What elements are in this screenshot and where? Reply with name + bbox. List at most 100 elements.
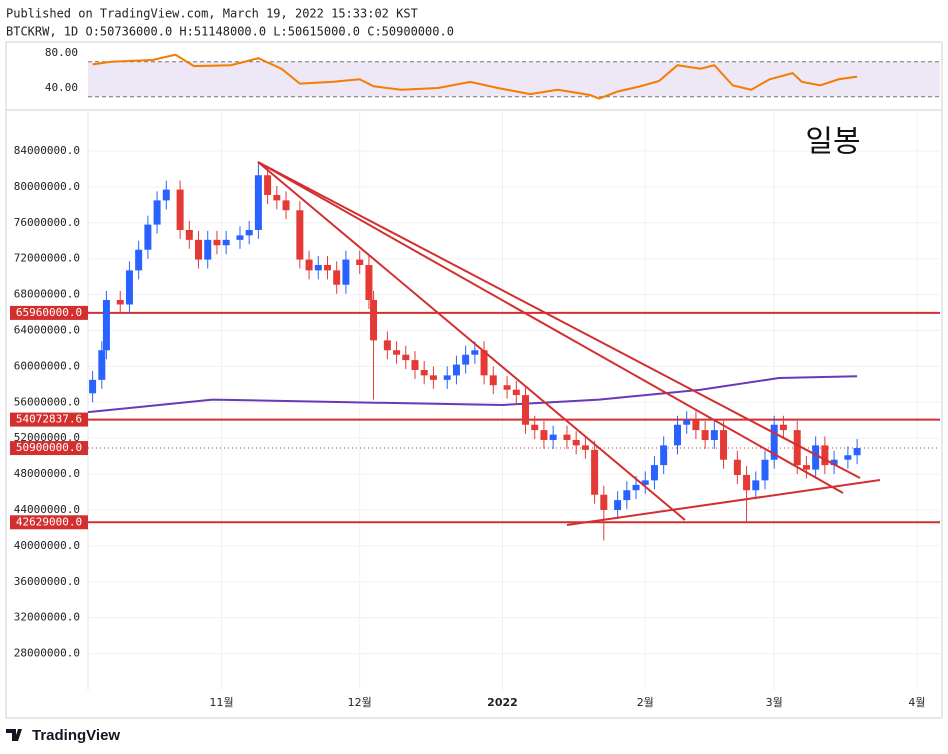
candle-body bbox=[844, 455, 852, 460]
candle-body bbox=[471, 350, 479, 355]
trendlines bbox=[257, 161, 881, 526]
candle-body bbox=[802, 465, 810, 470]
candle-body bbox=[581, 445, 589, 450]
candle-body bbox=[135, 249, 143, 271]
trendline bbox=[257, 161, 844, 494]
level-label-box bbox=[10, 412, 88, 427]
candle-body bbox=[213, 239, 221, 246]
y-tick-label: 36000000.0 bbox=[14, 575, 80, 588]
candle-body bbox=[701, 430, 709, 440]
candle-body bbox=[821, 445, 829, 466]
level-label-box bbox=[10, 305, 88, 320]
moving-average bbox=[87, 375, 858, 414]
candle-body bbox=[314, 264, 322, 271]
candle-body bbox=[356, 259, 364, 265]
candle-body bbox=[204, 239, 212, 260]
x-tick-label: 2022 bbox=[487, 696, 518, 709]
candle-body bbox=[591, 449, 599, 495]
y-tick-label: 76000000.0 bbox=[14, 216, 80, 229]
chart-title: Published on TradingView.com, March 19, … bbox=[6, 7, 418, 21]
y-tick-label: 28000000.0 bbox=[14, 647, 80, 660]
x-tick-label: 11월 bbox=[209, 696, 233, 709]
logo-text: TradingView bbox=[32, 727, 120, 744]
y-tick-label: 48000000.0 bbox=[14, 467, 80, 480]
watermark: 일봉 bbox=[805, 125, 860, 160]
candle-body bbox=[793, 430, 801, 466]
candle-body bbox=[660, 445, 668, 466]
level-label-box bbox=[10, 441, 88, 456]
y-tick-label: 40000000.0 bbox=[14, 539, 80, 552]
rsi-tick-label: 80.00 bbox=[45, 46, 78, 59]
candle-body bbox=[176, 189, 184, 230]
candle-body bbox=[830, 459, 838, 466]
y-tick-label: 72000000.0 bbox=[14, 252, 80, 265]
candle-body bbox=[512, 389, 520, 396]
candle-body bbox=[116, 299, 124, 305]
candle-body bbox=[641, 480, 649, 485]
chart-subtitle: BTCKRW, 1D O:50736000.0 H:51148000.0 L:5… bbox=[6, 25, 454, 39]
candle-body bbox=[264, 175, 272, 195]
candle-body bbox=[296, 210, 304, 260]
candle-body bbox=[480, 350, 488, 376]
trendline bbox=[257, 161, 861, 479]
candle-body bbox=[185, 229, 193, 240]
candle-body bbox=[462, 354, 470, 365]
candle-body bbox=[623, 490, 631, 501]
candle-body bbox=[245, 229, 253, 236]
rsi-line bbox=[92, 53, 858, 100]
candle-body bbox=[98, 350, 106, 380]
candle-body bbox=[222, 239, 230, 246]
x-tick-label: 2월 bbox=[637, 696, 654, 709]
candle-body bbox=[125, 270, 133, 305]
candle-body bbox=[429, 375, 437, 380]
y-tick-label: 56000000.0 bbox=[14, 395, 80, 408]
candle-body bbox=[323, 264, 331, 271]
candle-body bbox=[195, 239, 203, 260]
candle-body bbox=[752, 480, 760, 491]
candle-body bbox=[812, 445, 820, 470]
candle-body bbox=[692, 420, 700, 431]
y-tick-label: 68000000.0 bbox=[14, 288, 80, 301]
candle-body bbox=[770, 424, 778, 460]
candle-body bbox=[503, 385, 511, 390]
candle-body bbox=[853, 448, 861, 456]
candle-body bbox=[489, 375, 497, 386]
rsi-tick-label: 40.00 bbox=[45, 81, 78, 94]
candle-body bbox=[383, 340, 391, 351]
candle-body bbox=[600, 494, 608, 510]
y-tick-label: 60000000.0 bbox=[14, 359, 80, 372]
candle-body bbox=[563, 434, 571, 440]
candle-body bbox=[144, 224, 152, 250]
candle-body bbox=[153, 200, 161, 225]
candle-body bbox=[650, 465, 658, 481]
candle-body bbox=[365, 264, 373, 300]
candle-body bbox=[614, 500, 622, 510]
candle-body bbox=[710, 430, 718, 440]
y-tick-label: 52000000.0 bbox=[14, 431, 80, 444]
level-label: 54072837.6 bbox=[16, 413, 82, 426]
candle-body bbox=[370, 299, 378, 341]
candle-body bbox=[733, 459, 741, 475]
candle-body bbox=[540, 430, 548, 440]
candle-body bbox=[443, 375, 451, 380]
level-label: 42629000.0 bbox=[16, 515, 82, 528]
level-label: 50900000.0 bbox=[16, 441, 82, 454]
candle-body bbox=[273, 194, 281, 201]
candle-body bbox=[720, 430, 728, 460]
candle-body bbox=[522, 395, 530, 425]
candle-body bbox=[254, 175, 262, 230]
candle-body bbox=[673, 424, 681, 446]
candle-body bbox=[102, 299, 110, 351]
x-tick-label: 3월 bbox=[766, 696, 783, 709]
y-tick-label: 32000000.0 bbox=[14, 611, 80, 624]
y-tick-label: 80000000.0 bbox=[14, 180, 80, 193]
frame bbox=[5, 41, 943, 719]
candle-body bbox=[572, 439, 580, 446]
candle-body bbox=[761, 459, 769, 481]
trendline bbox=[566, 479, 881, 526]
candle-body bbox=[305, 259, 313, 271]
candle-body bbox=[420, 369, 428, 376]
candle-body bbox=[549, 434, 557, 440]
candle-body bbox=[683, 420, 691, 425]
